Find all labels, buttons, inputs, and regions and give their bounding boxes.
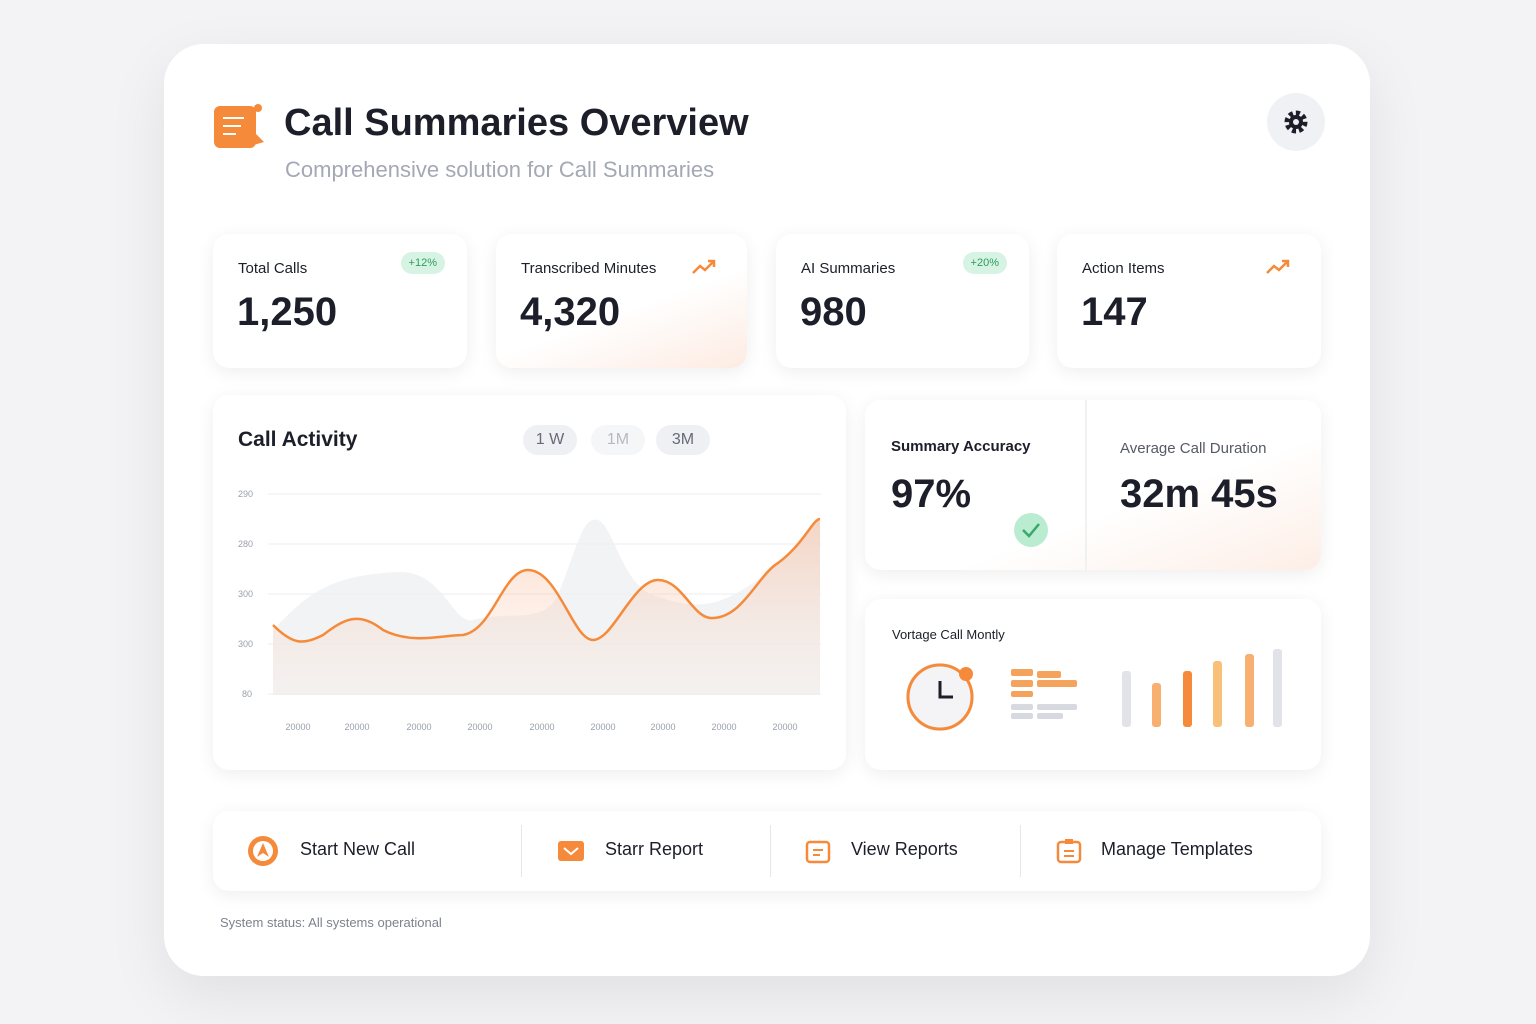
x-label: 20000 <box>772 722 798 732</box>
action-button[interactable]: Manage Templates <box>1022 811 1321 891</box>
divider <box>1085 400 1087 570</box>
action-icon <box>805 840 831 864</box>
metrics-panel: Summary Accuracy 97% Average Call Durati… <box>865 400 1321 570</box>
y-label: 300 <box>238 589 254 599</box>
stat-card: Total Calls 1,250 +12% <box>213 234 467 368</box>
stat-badge: +20% <box>962 252 1007 274</box>
stat-label: Total Calls <box>238 260 308 277</box>
range-tab[interactable]: 3M <box>656 425 710 455</box>
x-label: 20000 <box>711 722 737 732</box>
page-subtitle: Comprehensive solution for Call Summarie… <box>285 157 715 182</box>
action-button[interactable]: View Reports <box>772 811 1020 891</box>
stat-label: AI Summaries <box>801 260 896 277</box>
stat-value: 4,320 <box>520 290 621 334</box>
trend-icon <box>692 259 716 274</box>
action-label: Start New Call <box>300 839 416 859</box>
divider <box>521 825 522 877</box>
panel-title: Call Activity <box>238 428 358 451</box>
action-button[interactable]: Starr Report <box>523 811 769 891</box>
divider <box>1020 825 1021 877</box>
range-tab[interactable]: 1M <box>591 425 645 455</box>
activity-chart <box>268 493 821 695</box>
range-tab[interactable]: 1 W <box>523 425 577 455</box>
stat-badge: +12% <box>400 252 445 274</box>
logo-icon <box>214 104 264 148</box>
action-label: View Reports <box>851 839 958 859</box>
panel-title: Vortage Call Montly <box>892 627 1005 642</box>
y-label: 290 <box>238 489 254 499</box>
stat-value: 147 <box>1081 290 1148 334</box>
action-bar: Start New Call Starr Report View Reports… <box>213 811 1321 891</box>
stat-card: Transcribed Minutes 4,320 <box>496 234 747 368</box>
metric-label: Summary Accuracy <box>891 438 1031 455</box>
dashboard-card: Call Summaries Overview Comprehensive so… <box>164 44 1370 976</box>
settings-button[interactable] <box>1267 93 1325 151</box>
x-label: 20000 <box>406 722 432 732</box>
stat-card: Action Items 147 <box>1057 234 1321 368</box>
stat-value: 1,250 <box>237 290 338 334</box>
action-label: Starr Report <box>605 839 704 859</box>
x-label: 20000 <box>467 722 493 732</box>
page-title: Call Summaries Overview <box>284 102 749 144</box>
action-label: Manage Templates <box>1101 839 1253 859</box>
action-button[interactable]: Start New Call <box>213 811 518 891</box>
monthly-illustration <box>906 649 1282 731</box>
area-primary <box>273 519 820 695</box>
monthly-panel: Vortage Call Montly <box>865 599 1321 770</box>
metric-value: 32m 45s <box>1120 472 1278 516</box>
action-icon <box>1056 839 1082 864</box>
trend-icon <box>1266 259 1290 274</box>
x-label: 20000 <box>344 722 370 732</box>
stat-card: AI Summaries 980 +20% <box>776 234 1029 368</box>
check-icon <box>1014 513 1048 547</box>
y-label: 80 <box>242 689 253 699</box>
metric-label: Average Call Duration <box>1120 440 1267 457</box>
x-label: 20000 <box>650 722 676 732</box>
divider <box>770 825 771 877</box>
y-label: 300 <box>238 639 254 649</box>
x-label: 20000 <box>285 722 311 732</box>
stat-label: Action Items <box>1082 260 1165 277</box>
y-label: 280 <box>238 539 254 549</box>
metric-value: 97% <box>891 472 972 516</box>
stat-value: 980 <box>800 290 867 334</box>
x-label: 20000 <box>529 722 555 732</box>
action-icon <box>248 836 278 866</box>
activity-panel: Call Activity 1 W 1M 3M 290 280 300 300 … <box>213 395 846 770</box>
stat-label: Transcribed Minutes <box>521 260 657 277</box>
status-text: System status: All systems operational <box>220 915 442 930</box>
action-icon <box>558 841 584 861</box>
gear-icon <box>1284 110 1308 134</box>
x-label: 20000 <box>590 722 616 732</box>
line-primary <box>272 517 821 643</box>
